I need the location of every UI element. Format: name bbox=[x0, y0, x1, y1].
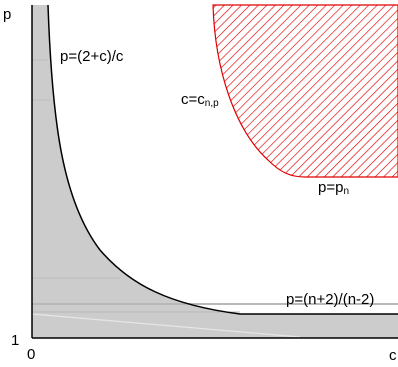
shading-texture bbox=[32, 59, 398, 313]
shading-light-streak bbox=[31, 313, 301, 338]
boundary-p-label-sub: n bbox=[343, 186, 349, 197]
boundary-p-label: p=pn bbox=[318, 179, 349, 197]
curve-upper bbox=[47, 4, 398, 315]
hatched-region bbox=[212, 4, 398, 178]
boundary-c-label-sub: n,p bbox=[205, 98, 219, 109]
x-axis-label: c bbox=[389, 347, 397, 364]
y-tick-label: 1 bbox=[11, 332, 19, 349]
boundary-c-label-main: c=c bbox=[181, 91, 205, 108]
upper-curve-label: p=(2+c)/c bbox=[60, 48, 124, 65]
asymptote-label: p=(n+2)/(n-2) bbox=[286, 291, 374, 308]
boundary-c-label: c=cn,p bbox=[181, 91, 219, 109]
y-axis-label: p bbox=[3, 6, 11, 23]
boundary-p-label-main: p=p bbox=[318, 179, 343, 196]
x-tick-label: 0 bbox=[27, 346, 35, 363]
